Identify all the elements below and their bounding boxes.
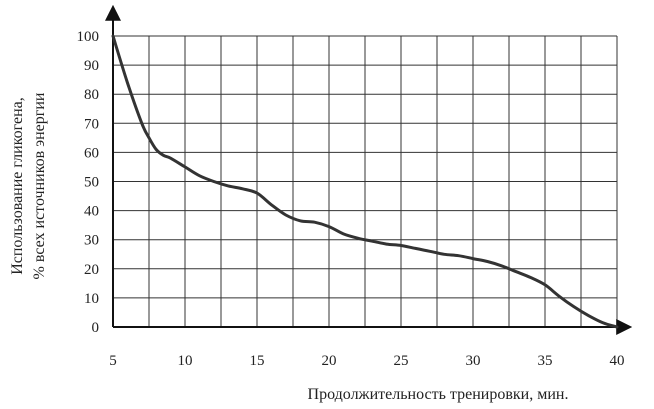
x-tick-label: 25 [394,353,409,369]
grid [113,35,618,327]
y-axis-title-line2: % всех источников энергии [31,92,48,279]
x-tick-label: 20 [322,353,337,369]
y-tick-label: 70 [84,116,99,132]
y-tick-label: 100 [77,29,100,45]
x-tick-label: 30 [466,353,481,369]
x-tick-label: 15 [250,353,265,369]
x-tick-label: 10 [178,353,193,369]
glycogen-usage-line [111,34,619,329]
axes [105,4,633,335]
y-tick-label: 30 [84,233,99,249]
y-tick-label: 80 [84,87,99,103]
series [111,34,619,329]
y-tick-label: 0 [92,320,100,336]
y-axis-title-line1: Использование гликогена, [9,97,26,275]
x-tick-label: 5 [109,353,117,369]
tick-labels: 5 10 15 20 25 30 35 40 0 10 20 30 40 50 60 70 80 90 100 [77,29,625,369]
y-tick-label: 10 [84,291,99,307]
y-tick-label: 50 [84,175,99,191]
x-tick-label: 35 [538,353,553,369]
y-tick-label: 20 [84,262,99,278]
x-tick-label: 40 [610,353,625,369]
x-axis-title: Продолжительность тренировки, мин. [308,386,569,403]
y-tick-label: 40 [84,204,99,220]
y-tick-label: 60 [84,145,99,161]
y-tick-label: 90 [84,58,99,74]
